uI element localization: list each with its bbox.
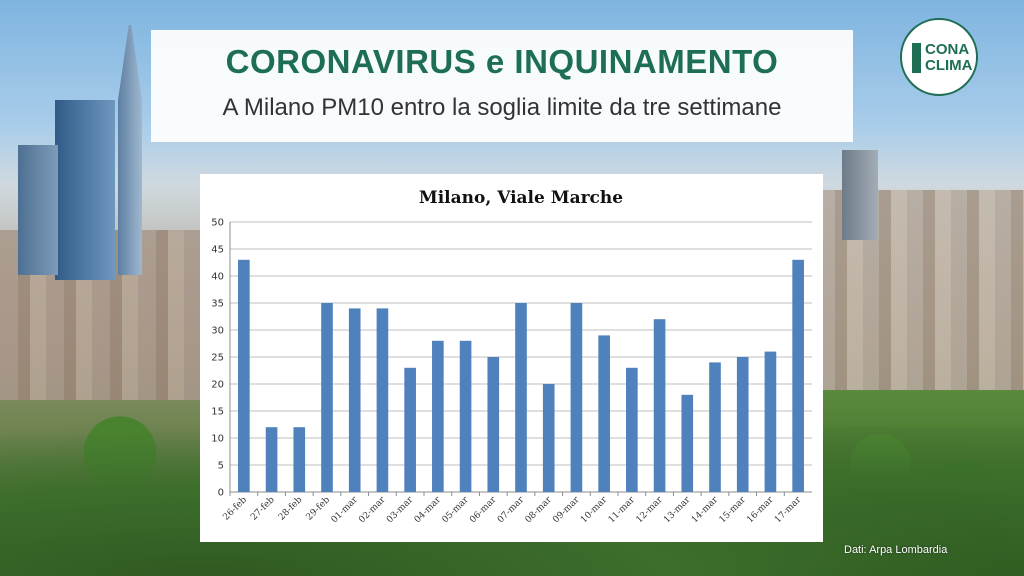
bar bbox=[681, 394, 694, 492]
bar bbox=[321, 303, 333, 492]
skyscraper-spire bbox=[118, 25, 142, 275]
y-tick-label: 5 bbox=[218, 461, 224, 472]
bar bbox=[709, 362, 721, 492]
data-source: Dati: Arpa Lombardia bbox=[844, 544, 948, 556]
bar bbox=[653, 319, 666, 492]
y-tick-label: 20 bbox=[211, 380, 224, 391]
y-tick-label: 40 bbox=[211, 272, 224, 283]
skyscraper-glass bbox=[55, 100, 115, 280]
y-tick-label: 0 bbox=[218, 488, 224, 499]
x-tick-label: 04-mar bbox=[413, 495, 444, 526]
x-tick-label: 14-mar bbox=[690, 495, 721, 526]
x-tick-label: 06-mar bbox=[468, 495, 499, 526]
page-subtitle: A Milano PM10 entro la soglia limite da … bbox=[222, 94, 782, 121]
x-tick-label: 09-mar bbox=[551, 495, 582, 526]
y-tick-label: 30 bbox=[211, 326, 224, 337]
y-tick-label: 15 bbox=[211, 407, 224, 418]
logo-bar-icon bbox=[912, 43, 921, 73]
x-tick-label: 11-mar bbox=[607, 495, 638, 526]
logo-text-line2: CLIMA bbox=[925, 57, 973, 74]
y-tick-label: 25 bbox=[211, 353, 224, 364]
y-tick-label: 45 bbox=[211, 245, 224, 256]
bar bbox=[542, 384, 555, 492]
x-tick-label: 05-mar bbox=[440, 495, 471, 526]
bar bbox=[764, 351, 777, 492]
skyscraper-right bbox=[842, 150, 878, 240]
bar bbox=[432, 340, 444, 492]
bar bbox=[626, 367, 638, 492]
bar bbox=[570, 303, 583, 492]
logo-text-line1: CONA bbox=[925, 41, 970, 58]
title-banner: CORONAVIRUS e INQUINAMENTO A Milano PM10… bbox=[151, 30, 853, 142]
x-tick-label: 02-mar bbox=[357, 495, 388, 526]
bar bbox=[293, 427, 306, 492]
x-tick-label: 28-feb bbox=[277, 495, 305, 523]
bar bbox=[265, 427, 278, 492]
chart-panel: Milano, Viale Marche 0 5 10 15 20 25 30 35 40 45 50… bbox=[200, 174, 823, 542]
bar bbox=[404, 367, 416, 492]
x-tick-label: 17-mar bbox=[773, 495, 804, 526]
bar bbox=[598, 335, 610, 492]
y-tick-label: 10 bbox=[211, 434, 224, 445]
bar bbox=[487, 357, 500, 492]
x-tick-label: 16-mar bbox=[745, 495, 776, 526]
bar-chart: Milano, Viale Marche 0 5 10 15 20 25 30 35 40 45 50… bbox=[211, 188, 812, 526]
bar bbox=[238, 259, 250, 492]
x-tick-label: 01-mar bbox=[330, 495, 361, 526]
x-tick-label: 13-mar bbox=[662, 495, 693, 526]
x-tick-label: 07-mar bbox=[496, 495, 527, 526]
x-tick-label: 15-mar bbox=[718, 495, 749, 526]
x-tick-label: 12-mar bbox=[634, 495, 665, 526]
y-tick-label: 50 bbox=[211, 218, 224, 229]
bar bbox=[459, 340, 472, 492]
bar bbox=[792, 259, 804, 492]
bar bbox=[736, 357, 749, 492]
bar bbox=[376, 308, 389, 492]
bar bbox=[515, 303, 527, 492]
x-tick-label: 27-feb bbox=[249, 495, 277, 523]
chart-title: Milano, Viale Marche bbox=[419, 188, 623, 208]
skyscraper-left bbox=[18, 145, 58, 275]
x-tick-label: 29-feb bbox=[305, 495, 333, 523]
bar bbox=[348, 308, 361, 492]
x-tick-label: 08-mar bbox=[524, 495, 555, 526]
x-tick-label: 10-mar bbox=[579, 495, 610, 526]
x-tick-label: 03-mar bbox=[385, 495, 416, 526]
iconaclima-logo: CONA CLIMA bbox=[900, 18, 978, 96]
page-title: CORONAVIRUS e INQUINAMENTO bbox=[225, 43, 779, 80]
x-tick-label: 26-feb bbox=[221, 495, 249, 523]
y-tick-label: 35 bbox=[211, 299, 224, 310]
